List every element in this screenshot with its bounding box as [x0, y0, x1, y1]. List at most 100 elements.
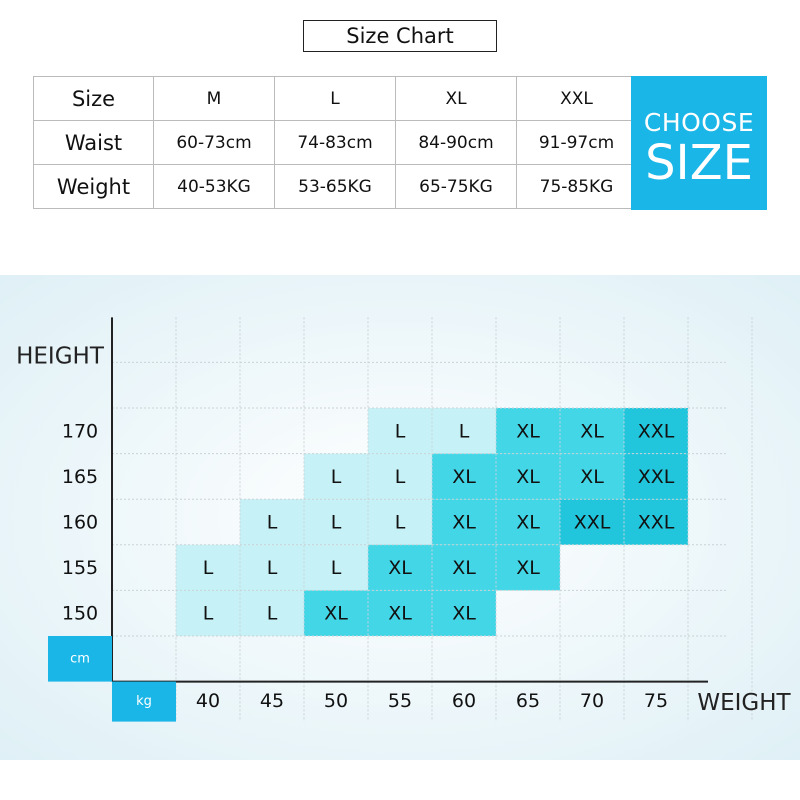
- weight-label: 65: [516, 690, 540, 712]
- height-label: 165: [62, 466, 98, 488]
- size-label: XL: [452, 557, 476, 579]
- size-label: XXL: [574, 512, 611, 534]
- size-cell: [432, 408, 496, 454]
- table-cell: 60-73cm: [153, 120, 275, 165]
- size-cell: [368, 544, 432, 591]
- weight-label: 55: [388, 690, 412, 712]
- size-cell: [432, 590, 496, 636]
- size-cell: [624, 499, 688, 545]
- size-cell: [496, 544, 560, 591]
- size-label: L: [203, 603, 214, 625]
- size-cell: [496, 499, 560, 545]
- height-label: 155: [62, 557, 98, 579]
- size-label: L: [331, 512, 342, 534]
- unit-box: [48, 636, 112, 682]
- size-label: L: [395, 420, 406, 442]
- size-table: Size M L XL XXL Waist 60-73cm 74-83cm 84-90cm 91-…: [33, 76, 637, 209]
- weight-label: 60: [452, 690, 476, 712]
- size-cell: [368, 590, 432, 636]
- size-cell: [432, 499, 496, 545]
- size-label: XL: [516, 466, 540, 488]
- size-label: XL: [516, 557, 540, 579]
- size-label: XL: [388, 603, 412, 625]
- table-cell: XXL: [516, 76, 637, 121]
- row-header: Size: [33, 76, 154, 121]
- size-label: L: [331, 466, 342, 488]
- size-cell: [368, 453, 432, 500]
- height-label: 160: [62, 512, 98, 534]
- size-cell: [560, 499, 624, 545]
- weight-label: 75: [644, 690, 668, 712]
- choose-text: CHOOSE: [643, 108, 755, 137]
- size-label: XL: [452, 466, 476, 488]
- size-label: L: [267, 512, 278, 534]
- table-row: Weight 40-53KG 53-65KG 65-75KG 75-85KG: [33, 164, 637, 209]
- size-label: XL: [516, 512, 540, 534]
- size-cell: [624, 408, 688, 454]
- size-cell: [560, 408, 624, 454]
- size-label: XXL: [638, 420, 675, 442]
- size-label: L: [267, 603, 278, 625]
- height-label: 150: [62, 603, 98, 625]
- size-grid: L L XL XL XXL L L XL XL XL XXL L L L XL XL XXL XXL L L L XL XL…: [0, 275, 800, 760]
- size-cell: [432, 453, 496, 500]
- size-cell: [432, 544, 496, 591]
- size-cell: [304, 499, 368, 545]
- size-label: L: [459, 420, 470, 442]
- size-cell: [304, 544, 368, 591]
- y-axis-title: HEIGHT: [16, 344, 105, 370]
- title: Size Chart: [303, 20, 497, 52]
- x-unit: kg: [136, 694, 152, 709]
- table-cell: 75-85KG: [516, 164, 637, 209]
- size-text: SIZE: [645, 135, 753, 191]
- size-cell: [240, 499, 304, 545]
- size-label: XXL: [638, 512, 675, 534]
- size-cell: [240, 544, 304, 591]
- size-cell: [176, 590, 240, 636]
- size-label: XL: [388, 557, 412, 579]
- choose-size-badge: CHOOSE SIZE: [631, 76, 767, 210]
- size-cell: [368, 408, 432, 454]
- size-label: XL: [452, 603, 476, 625]
- size-label: XL: [580, 466, 604, 488]
- size-label: XXL: [638, 466, 675, 488]
- size-cell: [304, 453, 368, 500]
- table-row: Waist 60-73cm 74-83cm 84-90cm 91-97cm: [33, 120, 637, 165]
- table-cell: 40-53KG: [153, 164, 275, 209]
- weight-label: 40: [196, 690, 220, 712]
- size-cell: [496, 453, 560, 500]
- size-cell: [240, 590, 304, 636]
- table-cell: 53-65KG: [274, 164, 396, 209]
- weight-label: 70: [580, 690, 604, 712]
- size-cell: [560, 453, 624, 500]
- row-header: Weight: [33, 164, 154, 209]
- table-cell: 74-83cm: [274, 120, 396, 165]
- size-cell: [368, 499, 432, 545]
- size-label: L: [395, 466, 406, 488]
- size-cell: [624, 453, 688, 500]
- size-cell: [304, 590, 368, 636]
- table-cell: M: [153, 76, 275, 121]
- size-label: XL: [516, 420, 540, 442]
- table-cell: 84-90cm: [395, 120, 517, 165]
- table-cell: 91-97cm: [516, 120, 637, 165]
- row-header: Waist: [33, 120, 154, 165]
- unit-box: [112, 681, 176, 722]
- weight-label: 50: [324, 690, 348, 712]
- size-cell: [176, 544, 240, 591]
- size-label: L: [203, 557, 214, 579]
- size-label: L: [331, 557, 342, 579]
- size-label: XL: [580, 420, 604, 442]
- y-unit: cm: [70, 651, 90, 666]
- size-label: XL: [324, 603, 348, 625]
- size-cell: [496, 408, 560, 454]
- x-axis-title: WEIGHT: [697, 690, 791, 716]
- size-label: L: [267, 557, 278, 579]
- size-label: XL: [452, 512, 476, 534]
- height-label: 170: [62, 420, 98, 442]
- table-cell: 65-75KG: [395, 164, 517, 209]
- table-cell: XL: [395, 76, 517, 121]
- size-label: L: [395, 512, 406, 534]
- table-cell: L: [274, 76, 396, 121]
